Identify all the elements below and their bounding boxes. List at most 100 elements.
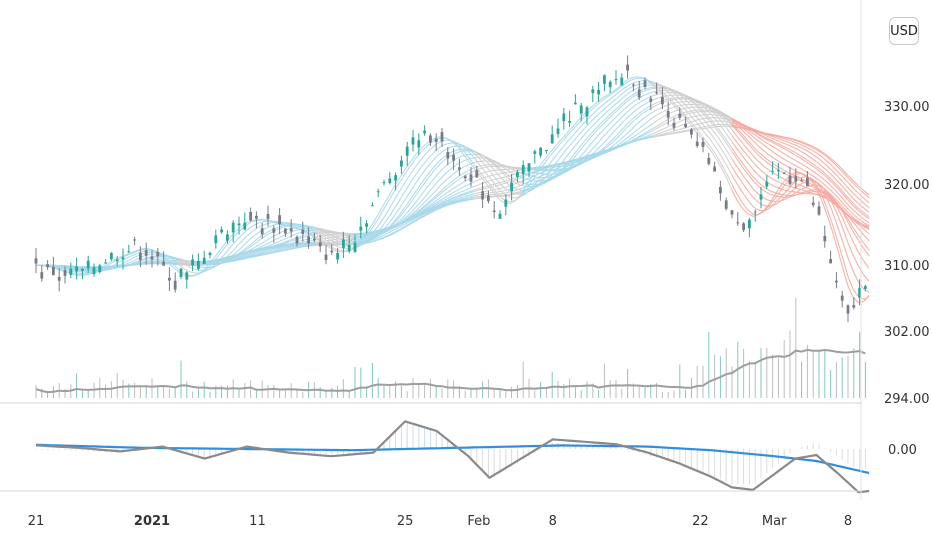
ribbon-segment bbox=[515, 188, 522, 191]
candle-body bbox=[260, 228, 264, 235]
ribbon-segment bbox=[700, 101, 706, 105]
ribbon-segment bbox=[679, 94, 685, 97]
ribbon-segment bbox=[700, 125, 706, 129]
ribbon-segment bbox=[510, 170, 516, 173]
ribbon-segment bbox=[446, 183, 453, 189]
ribbon-segment bbox=[273, 247, 279, 250]
ribbon-segment bbox=[552, 175, 559, 179]
ribbon-segment bbox=[436, 158, 443, 165]
ribbon-segment bbox=[800, 176, 806, 179]
ribbon-segment bbox=[731, 118, 738, 123]
ribbon-segment bbox=[837, 175, 844, 183]
ribbon-segment bbox=[457, 193, 464, 197]
ribbon-segment bbox=[215, 263, 221, 267]
ribbon-segment bbox=[251, 232, 258, 238]
ribbon-segment bbox=[415, 167, 422, 176]
ribbon-segment bbox=[589, 123, 596, 130]
ribbon-segment bbox=[204, 261, 211, 264]
ribbon-segment bbox=[789, 142, 796, 146]
ribbon-segment bbox=[800, 146, 807, 151]
ribbon-segment bbox=[757, 145, 765, 151]
ribbon-segment bbox=[404, 161, 411, 170]
ribbon-segment bbox=[689, 114, 696, 122]
ribbon-segment bbox=[747, 126, 754, 130]
ribbon-segment bbox=[758, 210, 764, 216]
candle-body bbox=[823, 235, 827, 242]
candle-body bbox=[481, 191, 484, 200]
ribbon-segment bbox=[816, 193, 822, 198]
candle-body bbox=[295, 236, 299, 244]
ribbon-segment bbox=[784, 153, 791, 158]
ribbon-segment bbox=[425, 147, 432, 154]
ribbon-segment bbox=[631, 139, 638, 143]
ribbon-segment bbox=[758, 134, 764, 139]
ribbon-segment bbox=[831, 202, 838, 215]
ribbon-segment bbox=[347, 242, 353, 245]
ribbon-segment bbox=[441, 143, 448, 147]
ribbon-segment bbox=[747, 143, 754, 150]
candle-body bbox=[249, 212, 252, 221]
candle-body bbox=[226, 234, 229, 241]
ribbon-segment bbox=[615, 94, 622, 100]
ribbon-segment bbox=[636, 100, 643, 105]
ribbon-segment bbox=[626, 90, 633, 96]
ribbon-segment bbox=[768, 193, 775, 197]
ribbon-segment bbox=[810, 192, 817, 196]
ribbon-segment bbox=[209, 259, 216, 262]
ribbon-segment bbox=[236, 253, 242, 257]
ribbon-segment bbox=[388, 185, 396, 196]
ribbon-segment bbox=[594, 152, 601, 156]
ribbon-segment bbox=[505, 178, 511, 182]
ribbon-segment bbox=[636, 130, 643, 135]
ribbon-segment bbox=[852, 187, 859, 194]
ribbon-segment bbox=[763, 165, 770, 171]
candle-body bbox=[695, 141, 699, 146]
ribbon-segment bbox=[594, 151, 601, 155]
ribbon-segment bbox=[694, 114, 701, 117]
ribbon-segment bbox=[837, 200, 844, 208]
ribbon-segment bbox=[747, 128, 754, 132]
ribbon-segment bbox=[230, 233, 237, 241]
ribbon-segment bbox=[441, 178, 448, 185]
ribbon-segment bbox=[837, 170, 844, 178]
ribbon-segment bbox=[742, 155, 749, 164]
ribbon-segment bbox=[246, 251, 253, 255]
ribbon-segment bbox=[784, 184, 791, 188]
ribbon-segment bbox=[594, 146, 601, 153]
ribbon-segment bbox=[441, 192, 448, 197]
ribbon-segment bbox=[273, 248, 279, 251]
ribbon-segment bbox=[536, 166, 543, 169]
ribbon-segment bbox=[294, 228, 300, 232]
ribbon-segment bbox=[114, 256, 121, 260]
ribbon-segment bbox=[262, 242, 269, 247]
currency-badge[interactable]: USD bbox=[889, 17, 919, 45]
ribbon-segment bbox=[821, 194, 828, 200]
ribbon-segment bbox=[842, 198, 849, 206]
ribbon-segment bbox=[452, 142, 458, 145]
ribbon-segment bbox=[710, 127, 717, 136]
ribbon-segment bbox=[515, 191, 522, 195]
ribbon-segment bbox=[547, 152, 554, 160]
ribbon-segment bbox=[589, 106, 596, 112]
ribbon-segment bbox=[689, 98, 696, 101]
ribbon-segment bbox=[763, 136, 770, 140]
ribbon-segment bbox=[726, 127, 733, 136]
ribbon-segment bbox=[684, 107, 690, 109]
ribbon-segment bbox=[631, 117, 638, 123]
ribbon-segment bbox=[652, 119, 659, 124]
ribbon-segment bbox=[736, 136, 743, 144]
ribbon-segment bbox=[552, 172, 559, 175]
ribbon-segment bbox=[620, 117, 627, 125]
ribbon-segment bbox=[605, 92, 612, 97]
ribbon-segment bbox=[383, 216, 390, 225]
ribbon-segment bbox=[852, 255, 860, 267]
ribbon-segment bbox=[768, 136, 775, 140]
ribbon-segment bbox=[446, 192, 453, 197]
candle-body bbox=[637, 89, 641, 98]
ribbon-segment bbox=[383, 208, 390, 218]
ribbon-segment bbox=[626, 77, 633, 82]
ribbon-segment bbox=[383, 226, 390, 230]
ribbon-segment bbox=[441, 187, 448, 193]
ribbon-segment bbox=[583, 134, 591, 142]
